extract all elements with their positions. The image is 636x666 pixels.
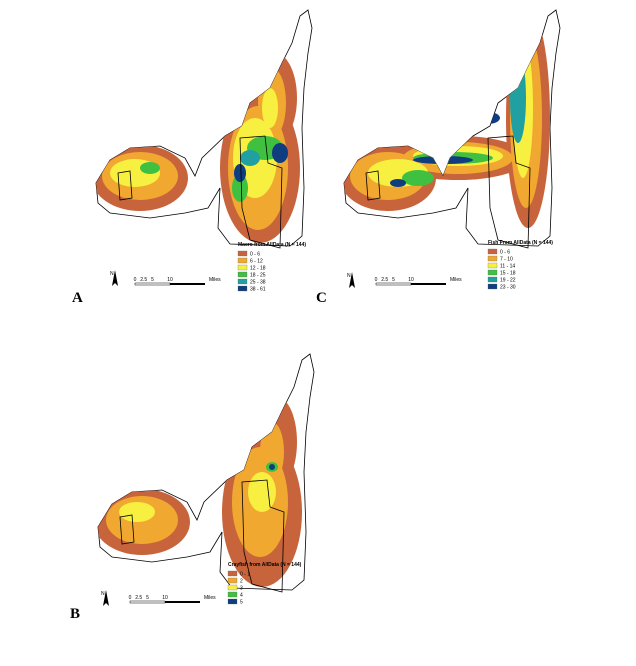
scale-bar (129, 600, 166, 604)
density-area (413, 156, 473, 164)
legend-swatch (487, 248, 498, 255)
scale-label: 0 (375, 277, 378, 283)
scale-bar (165, 601, 200, 603)
legend-swatch (237, 271, 248, 278)
legend-label: 11 - 14 (500, 264, 515, 270)
legend-label: 19 - 22 (500, 278, 516, 284)
scale-label: 0 (129, 595, 132, 601)
north-arrow (349, 272, 355, 288)
map-panel (95, 9, 313, 249)
density-area (402, 170, 434, 186)
density-area (140, 162, 160, 174)
study-boundary (117, 170, 133, 201)
density-area (390, 179, 406, 187)
legend-swatch (487, 276, 498, 283)
scale-label: 10 (408, 277, 414, 283)
map-panel (97, 353, 315, 593)
scale-label: 5 (146, 595, 149, 601)
legend-swatch (487, 269, 498, 276)
north-label: N (347, 273, 351, 279)
scale-bar (411, 283, 446, 285)
scale-label: Miles (204, 595, 216, 601)
legend-swatch (227, 584, 238, 591)
map-panel (343, 9, 561, 249)
scale-label: Miles (450, 277, 462, 283)
legend-label: 23 - 30 (500, 285, 516, 291)
legend-swatch (487, 255, 498, 262)
scale-bar (170, 283, 205, 285)
legend-label: 2 (240, 579, 243, 585)
scale-label: 10 (167, 277, 173, 283)
legend-swatch (237, 257, 248, 264)
legend-swatch (227, 570, 238, 577)
density-area (240, 150, 260, 166)
legend-swatch (487, 283, 498, 290)
density-area (248, 472, 276, 512)
study-boundary (365, 170, 381, 201)
scale-label: 10 (162, 595, 168, 601)
scale-label: 5 (151, 277, 154, 283)
legend-swatch (487, 262, 498, 269)
legend-label: 3 (240, 586, 243, 592)
scale-label: Miles (209, 277, 221, 283)
legend-label: 4 (240, 593, 243, 599)
legend-label: 5 (240, 600, 243, 606)
legend-label: 12 - 18 (250, 266, 266, 272)
scale-label: 2.5 (135, 595, 142, 601)
legend-swatch (237, 250, 248, 257)
legend-label: 38 - 61 (250, 287, 266, 293)
density-area (476, 112, 500, 124)
density-area (234, 164, 246, 182)
scale-bar (375, 282, 412, 286)
scale-label: 2.5 (381, 277, 388, 283)
north-arrow (103, 590, 109, 606)
legend-label: 7 - 10 (500, 257, 513, 263)
legend-title: Macro from AllData (N = 144) (238, 242, 306, 248)
legend-title: Fish From AllData (N = 144) (488, 240, 553, 246)
north-label: N (101, 591, 105, 597)
legend-swatch (227, 598, 238, 605)
legend-label: 6 - 12 (250, 259, 263, 265)
study-boundary (119, 514, 135, 545)
density-area (269, 464, 275, 470)
legend-swatch (237, 264, 248, 271)
legend-label: 18 - 25 (250, 273, 266, 279)
legend-label: 25 - 38 (250, 280, 266, 286)
density-area (510, 53, 526, 143)
density-area (262, 88, 278, 128)
north-arrow (112, 270, 118, 286)
legend-title: Crayfish from AllData (N = 144) (228, 562, 302, 568)
legend-swatch (237, 285, 248, 292)
density-area (272, 143, 288, 163)
scale-label: 2.5 (140, 277, 147, 283)
legend-label: 0 - 6 (500, 250, 510, 256)
north-label: N (110, 271, 114, 277)
legend-swatch (227, 591, 238, 598)
legend-label: 15 - 18 (500, 271, 516, 277)
legend-label: 0 - 6 (250, 252, 260, 258)
density-area (119, 502, 155, 522)
panel-label: B (70, 606, 80, 622)
scale-label: 0 (134, 277, 137, 283)
panel-label: C (316, 290, 327, 306)
scale-bar (134, 282, 171, 286)
density-area (232, 174, 248, 202)
study-boundary (241, 479, 285, 593)
scale-label: 5 (392, 277, 395, 283)
legend-swatch (227, 577, 238, 584)
study-boundary (487, 135, 531, 249)
legend-swatch (237, 278, 248, 285)
legend-label: 0 - 1 (240, 572, 250, 578)
study-boundary (239, 135, 283, 249)
panel-label: A (72, 290, 83, 306)
